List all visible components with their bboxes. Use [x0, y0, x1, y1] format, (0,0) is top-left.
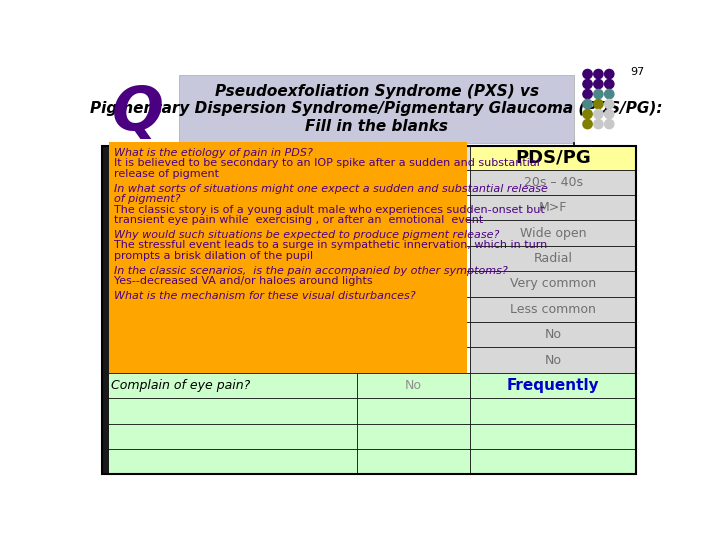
Bar: [469, 271, 636, 296]
Circle shape: [594, 119, 603, 129]
Bar: [469, 449, 636, 475]
Bar: [102, 195, 469, 220]
Bar: [357, 423, 469, 449]
Bar: [469, 170, 636, 195]
Text: It is believed to be secondary to an IOP spike after a sudden and substantial: It is believed to be secondary to an IOP…: [114, 158, 540, 168]
Circle shape: [583, 119, 592, 129]
Text: No: No: [405, 379, 422, 392]
Text: No: No: [544, 328, 562, 341]
Text: In what sorts of situations might one expect a sudden and substantial release: In what sorts of situations might one ex…: [114, 184, 548, 194]
Text: The classic story is of a young adult male who experiences sudden-onset but: The classic story is of a young adult ma…: [114, 205, 545, 214]
Text: 97: 97: [631, 67, 645, 77]
Bar: [102, 220, 469, 246]
Bar: [102, 423, 357, 449]
Bar: [357, 373, 469, 398]
Bar: [469, 373, 636, 398]
Bar: [469, 220, 636, 246]
Bar: [102, 170, 469, 195]
Bar: [469, 423, 636, 449]
Circle shape: [594, 99, 603, 109]
Circle shape: [594, 90, 603, 99]
Circle shape: [605, 99, 614, 109]
Bar: [102, 296, 469, 322]
Text: transient eye pain while  exercising , or after an  emotional  event: transient eye pain while exercising , or…: [114, 215, 483, 225]
Text: Pigmentary Dispersion Syndrome/Pigmentary Glaucoma (PDS/PG):: Pigmentary Dispersion Syndrome/Pigmentar…: [91, 101, 663, 116]
Bar: [102, 322, 469, 347]
Circle shape: [605, 79, 614, 89]
Bar: [469, 146, 636, 170]
Text: Yes--decreased VA and/or haloes around lights: Yes--decreased VA and/or haloes around l…: [114, 276, 373, 286]
Circle shape: [583, 79, 592, 89]
Circle shape: [605, 70, 614, 79]
Circle shape: [594, 70, 603, 79]
Bar: [357, 449, 469, 475]
Text: In the classic scenarios,  is the pain accompanied by other symptoms?: In the classic scenarios, is the pain ac…: [114, 266, 508, 276]
Bar: [469, 347, 636, 373]
Bar: [357, 398, 469, 423]
Text: Pseudoexfoliation Syndrome (PXS) vs: Pseudoexfoliation Syndrome (PXS) vs: [215, 84, 539, 99]
Text: Frequently: Frequently: [507, 378, 599, 393]
Bar: [469, 296, 636, 322]
Bar: [179, 75, 575, 143]
Bar: [102, 146, 636, 475]
Bar: [102, 398, 357, 423]
Circle shape: [583, 110, 592, 119]
Circle shape: [583, 70, 592, 79]
Bar: [102, 146, 109, 475]
Text: No: No: [544, 354, 562, 367]
Bar: [469, 246, 636, 271]
Bar: [469, 322, 636, 347]
Circle shape: [594, 79, 603, 89]
Bar: [102, 146, 357, 170]
Text: Fill in the blanks: Fill in the blanks: [305, 119, 449, 134]
Text: What is the etiology of pain in PDS?: What is the etiology of pain in PDS?: [114, 148, 313, 158]
Bar: [102, 373, 357, 398]
Circle shape: [583, 90, 592, 99]
Circle shape: [594, 110, 603, 119]
Bar: [102, 347, 469, 373]
Circle shape: [605, 90, 614, 99]
Bar: [357, 146, 469, 170]
Text: What is the mechanism for these visual disturbances?: What is the mechanism for these visual d…: [114, 291, 415, 301]
Text: The stressful event leads to a surge in sympathetic innervation, which in turn: The stressful event leads to a surge in …: [114, 240, 547, 251]
Circle shape: [583, 99, 592, 109]
Text: Very common: Very common: [510, 278, 596, 291]
Bar: [102, 271, 469, 296]
Text: Q: Q: [112, 84, 163, 143]
Bar: [102, 246, 469, 271]
Text: Less common: Less common: [510, 303, 596, 316]
Bar: [469, 398, 636, 423]
Bar: [469, 195, 636, 220]
Text: Wide open: Wide open: [520, 227, 586, 240]
Circle shape: [605, 119, 614, 129]
Text: prompts a brisk dilation of the pupil: prompts a brisk dilation of the pupil: [114, 251, 313, 261]
Text: 20s – 40s: 20s – 40s: [523, 176, 582, 188]
Text: M>F: M>F: [539, 201, 567, 214]
Bar: [109, 142, 467, 373]
Text: release of pigment: release of pigment: [114, 168, 219, 179]
Text: Why would such situations be expected to produce pigment release?: Why would such situations be expected to…: [114, 230, 500, 240]
Text: of pigment?: of pigment?: [114, 194, 181, 204]
Circle shape: [605, 110, 614, 119]
Text: Complain of eye pain?: Complain of eye pain?: [111, 379, 250, 392]
Text: PDS/PG: PDS/PG: [516, 149, 591, 167]
Bar: [102, 449, 357, 475]
Text: Radial: Radial: [534, 252, 572, 265]
